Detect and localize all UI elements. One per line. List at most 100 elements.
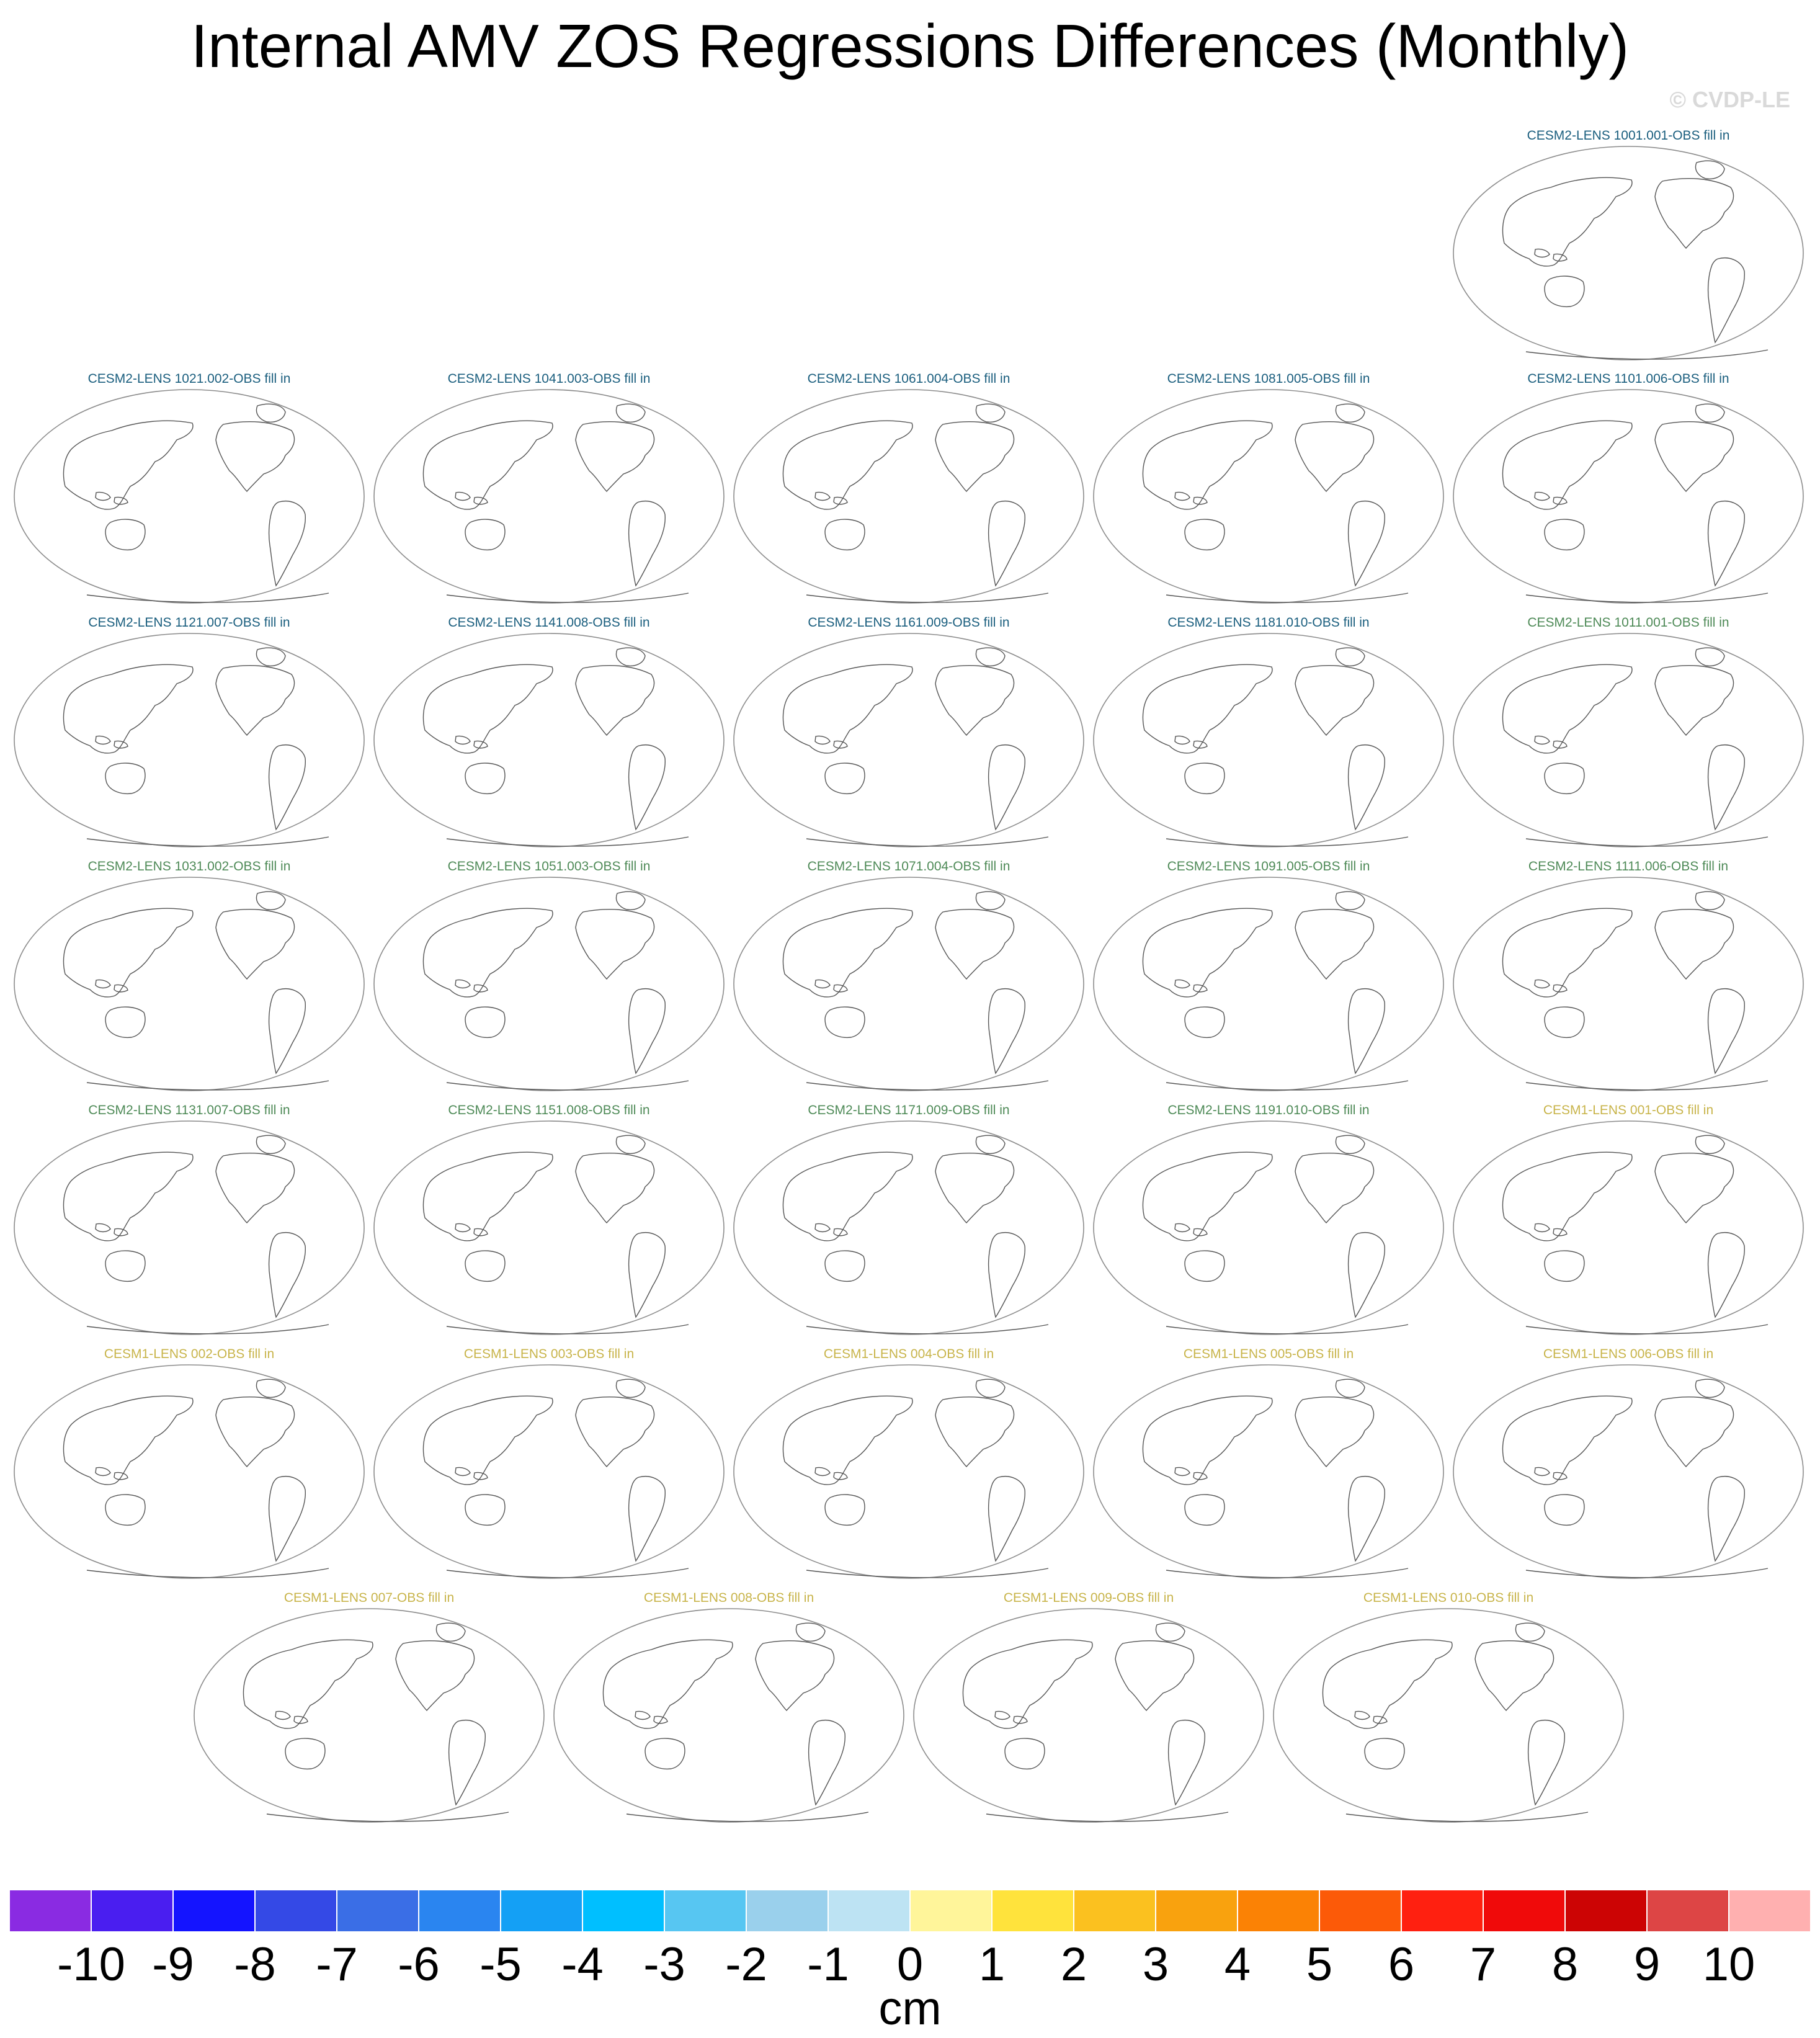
map-panel: CESM1-LENS 010-OBS fill in <box>1272 1590 1625 1826</box>
coastline <box>935 1152 1015 1224</box>
coastline <box>1534 491 1550 501</box>
colorbar-tick-label: 0 <box>896 1938 924 1991</box>
coastline <box>1335 1379 1365 1398</box>
coastline <box>215 421 295 493</box>
coastline <box>473 984 488 993</box>
coastline <box>422 420 553 510</box>
map-boundary <box>14 389 365 604</box>
coastline <box>1184 519 1225 551</box>
coastline <box>1184 1494 1225 1526</box>
coastline <box>615 647 646 667</box>
map-panel: CESM1-LENS 002-OBS fill in <box>12 1346 366 1582</box>
colorbar-box <box>992 1890 1074 1932</box>
colorbar-tick-label: 5 <box>1306 1938 1333 1991</box>
map-panel: CESM2-LENS 1031.002-OBS fill in <box>12 859 366 1094</box>
coastline <box>256 403 286 423</box>
coastline <box>422 908 553 998</box>
colorbar-box <box>173 1890 255 1932</box>
map-panel: CESM2-LENS 1141.008-OBS fill in <box>372 615 726 851</box>
coastline <box>422 1395 553 1485</box>
coastline <box>806 1568 1049 1578</box>
coastline <box>1553 496 1568 505</box>
coastline <box>824 762 865 795</box>
colorbar-box <box>9 1890 91 1932</box>
coastline <box>86 1080 329 1091</box>
map-boundary <box>913 1608 1264 1823</box>
coastline <box>975 647 1006 667</box>
coastline <box>1004 1738 1045 1770</box>
coastline <box>833 740 848 749</box>
coastline <box>833 984 848 993</box>
panel-title: CESM2-LENS 1001.001-OBS fill in <box>1527 128 1730 143</box>
coastline <box>575 664 655 736</box>
coastline <box>105 762 146 795</box>
panel-title: CESM2-LENS 1031.002-OBS fill in <box>87 859 291 874</box>
coastline <box>473 1228 488 1236</box>
coastline <box>114 1228 128 1236</box>
coastlines <box>782 403 1049 603</box>
coastlines <box>1502 160 1769 360</box>
coastline <box>465 1250 506 1282</box>
map-boundary <box>733 877 1084 1091</box>
coastline <box>833 496 848 505</box>
map-boundary <box>194 1608 545 1823</box>
coastline <box>105 1494 146 1526</box>
coastlines <box>1502 403 1769 603</box>
coastline <box>975 1135 1006 1155</box>
map-boundary <box>1453 389 1804 604</box>
coastline <box>1527 1720 1565 1806</box>
coastline <box>256 1135 286 1155</box>
map-boundary <box>1093 1120 1444 1335</box>
panel-title: CESM1-LENS 002-OBS fill in <box>104 1347 275 1361</box>
coastline <box>1654 177 1734 249</box>
colorbar-labels: -10 -9 -8 -7 -6 -5 -4 -3 -2 -1 0 1 2 3 4 5 6 7 8 9 10 <box>0 1937 1820 1993</box>
panel-title: CESM1-LENS 010-OBS fill in <box>1363 1591 1534 1605</box>
coastline <box>1553 253 1568 262</box>
coastline <box>473 740 488 749</box>
map-boundary <box>373 633 725 847</box>
coastline <box>422 1151 553 1241</box>
coastlines <box>243 1622 509 1822</box>
coastline <box>1193 1228 1208 1236</box>
coastline <box>1142 908 1273 998</box>
coastline <box>1295 421 1375 493</box>
coastline <box>653 1715 668 1724</box>
coastline <box>1544 1250 1585 1282</box>
coastline <box>455 1223 471 1233</box>
map-panel: CESM2-LENS 1051.003-OBS fill in <box>372 859 726 1094</box>
map-boundary <box>14 1364 365 1579</box>
colorbar-tick-label: -6 <box>398 1938 440 1991</box>
coastlines <box>1502 1379 1769 1578</box>
coastline <box>1654 1152 1734 1224</box>
coastline <box>1654 664 1734 736</box>
map-panel: CESM1-LENS 003-OBS fill in <box>372 1346 726 1582</box>
world-map <box>14 1364 365 1579</box>
coastline <box>814 491 831 501</box>
coastline <box>782 420 913 510</box>
coastline <box>988 501 1025 587</box>
coastline <box>615 1135 646 1155</box>
world-map <box>1093 633 1444 847</box>
coastline <box>1295 664 1375 736</box>
coastline <box>645 1738 685 1770</box>
coastline <box>1515 1622 1545 1642</box>
coastline <box>1193 740 1208 749</box>
coastline <box>285 1738 326 1770</box>
panel-title: CESM2-LENS 1051.003-OBS fill in <box>447 859 651 874</box>
panel-title: CESM2-LENS 1141.008-OBS fill in <box>448 615 650 630</box>
coastlines <box>782 891 1049 1091</box>
coastline <box>63 664 194 754</box>
coastline <box>833 1228 848 1236</box>
panel-title: CESM1-LENS 004-OBS fill in <box>823 1347 994 1361</box>
coastline <box>446 592 689 603</box>
colorbar-tick-label: 7 <box>1470 1938 1497 1991</box>
coastline <box>1295 1152 1375 1224</box>
coastline <box>1707 1232 1745 1318</box>
coastline <box>1525 1080 1769 1091</box>
coastline <box>1166 1568 1409 1578</box>
coastline <box>628 988 666 1075</box>
coastline <box>1502 1151 1633 1241</box>
coastline <box>95 1223 111 1233</box>
coastline <box>782 664 913 754</box>
coastline <box>1347 1232 1385 1318</box>
